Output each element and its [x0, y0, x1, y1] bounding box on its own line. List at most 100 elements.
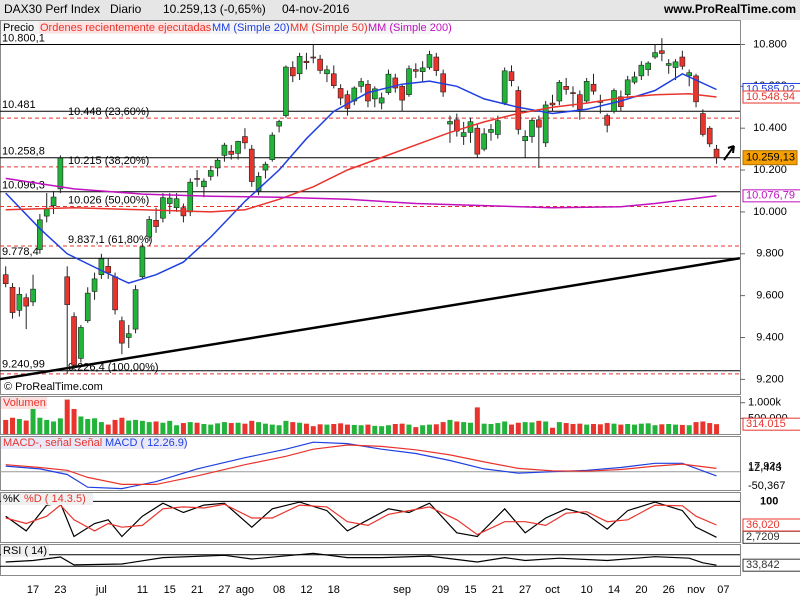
candle-body: [276, 121, 282, 127]
trendline: [0, 257, 740, 381]
title: DAX30 Perf Index: [4, 2, 100, 16]
volume-bar: [679, 424, 685, 434]
candle-body: [303, 60, 310, 63]
volume-title: Volumen: [3, 397, 46, 409]
candle-body: [43, 208, 50, 217]
volume-bar: [645, 423, 651, 434]
value-label: 36,020: [746, 519, 780, 531]
volume-bar: [714, 424, 720, 434]
volume-bar: [372, 425, 378, 434]
x-tick-label: 21: [191, 584, 203, 596]
x-tick-label: 15: [464, 584, 476, 596]
candle-body: [515, 90, 522, 130]
macd-title: MACD-, señal: [3, 437, 71, 449]
volume-bar: [618, 424, 624, 434]
volume-bar: [194, 422, 200, 434]
candle-body: [392, 77, 399, 89]
volume-bar: [344, 424, 350, 434]
x-tick-label: sep: [393, 584, 411, 596]
candle-body: [385, 73, 392, 93]
candle-body: [84, 292, 91, 322]
stoch-title: %K: [3, 493, 21, 505]
candle-body: [604, 115, 610, 126]
candle-body: [71, 316, 77, 366]
volume-bar: [467, 422, 473, 434]
candle-body: [330, 73, 337, 86]
volume-bar: [16, 418, 22, 434]
volume-bar: [392, 423, 398, 434]
candle-body: [508, 71, 515, 81]
x-tick-label: 07: [717, 584, 729, 596]
volume-bar: [242, 423, 248, 434]
candle-body: [536, 119, 542, 128]
volume-bar: [597, 424, 603, 434]
volume-bar: [433, 424, 439, 434]
candle-body: [242, 136, 248, 144]
volume-bar: [488, 423, 494, 434]
plot-layer: 9.200 9.400 9.600 9.800 10.000 10.200 10.400 10…: [0, 32, 800, 596]
arrow: [723, 145, 735, 161]
candle-body: [645, 62, 651, 70]
candle-body: [132, 289, 139, 330]
volume-bar: [221, 422, 227, 434]
candle-body: [64, 276, 71, 305]
volume-bar: [262, 423, 268, 434]
volume-bar: [440, 422, 446, 434]
candle-body: [672, 61, 679, 68]
candle-body: [501, 70, 508, 104]
volume-bar: [358, 425, 364, 434]
candle-body: [563, 86, 569, 90]
volume-bar: [577, 423, 583, 434]
volume-bar: [543, 421, 549, 434]
candle-body: [105, 266, 112, 274]
candle-body: [187, 181, 194, 213]
candle-body: [30, 288, 36, 303]
volume-bar: [399, 423, 405, 434]
candle-body: [214, 159, 221, 169]
date: 04-nov-2016: [282, 2, 350, 16]
candle-body: [283, 66, 289, 116]
volume-bar: [420, 425, 426, 434]
indicator-line: [5, 501, 717, 538]
candle-body: [679, 56, 686, 67]
indicator-line: [5, 552, 717, 566]
candle-body: [262, 163, 269, 171]
volume-bar: [44, 419, 50, 434]
volume-bar: [406, 424, 412, 434]
y-tick-label: 9.200: [756, 373, 784, 385]
candle-body: [577, 94, 583, 110]
volume-bar: [187, 422, 193, 434]
volume-bar: [338, 423, 344, 434]
candle-body: [659, 50, 665, 54]
value-box: [742, 90, 800, 104]
volume-bar: [331, 423, 337, 434]
level-label: 9.778,4: [2, 246, 39, 258]
candle-body: [583, 81, 590, 102]
volume-bar: [707, 423, 713, 434]
volume-bar: [10, 417, 16, 434]
macd-legend: Señal: [74, 437, 102, 449]
value-box: [742, 417, 800, 431]
candle-body: [590, 83, 597, 92]
period: Diario: [110, 2, 142, 16]
candle-body: [344, 94, 351, 109]
legend-ma200: MM (Simple 200): [368, 22, 452, 34]
price-box: [742, 150, 798, 166]
candle-body: [542, 104, 549, 144]
y-tick-label: 10.400: [753, 122, 787, 134]
y-tick-label: 100: [760, 495, 778, 507]
volume-bar: [57, 418, 63, 434]
volume-bar: [652, 425, 658, 434]
candle-body: [412, 69, 419, 72]
volume-bar: [522, 422, 528, 434]
stoch-legend: %D ( 14.3.5): [24, 493, 86, 505]
volume-bar: [604, 423, 610, 434]
volume-bar: [160, 422, 166, 434]
candle-body: [652, 52, 658, 58]
label-bg: [1, 493, 93, 505]
candle-body: [556, 82, 563, 102]
candle-body: [289, 67, 296, 77]
candle-body: [713, 148, 720, 158]
rsi-title: RSI ( 14): [3, 545, 47, 557]
